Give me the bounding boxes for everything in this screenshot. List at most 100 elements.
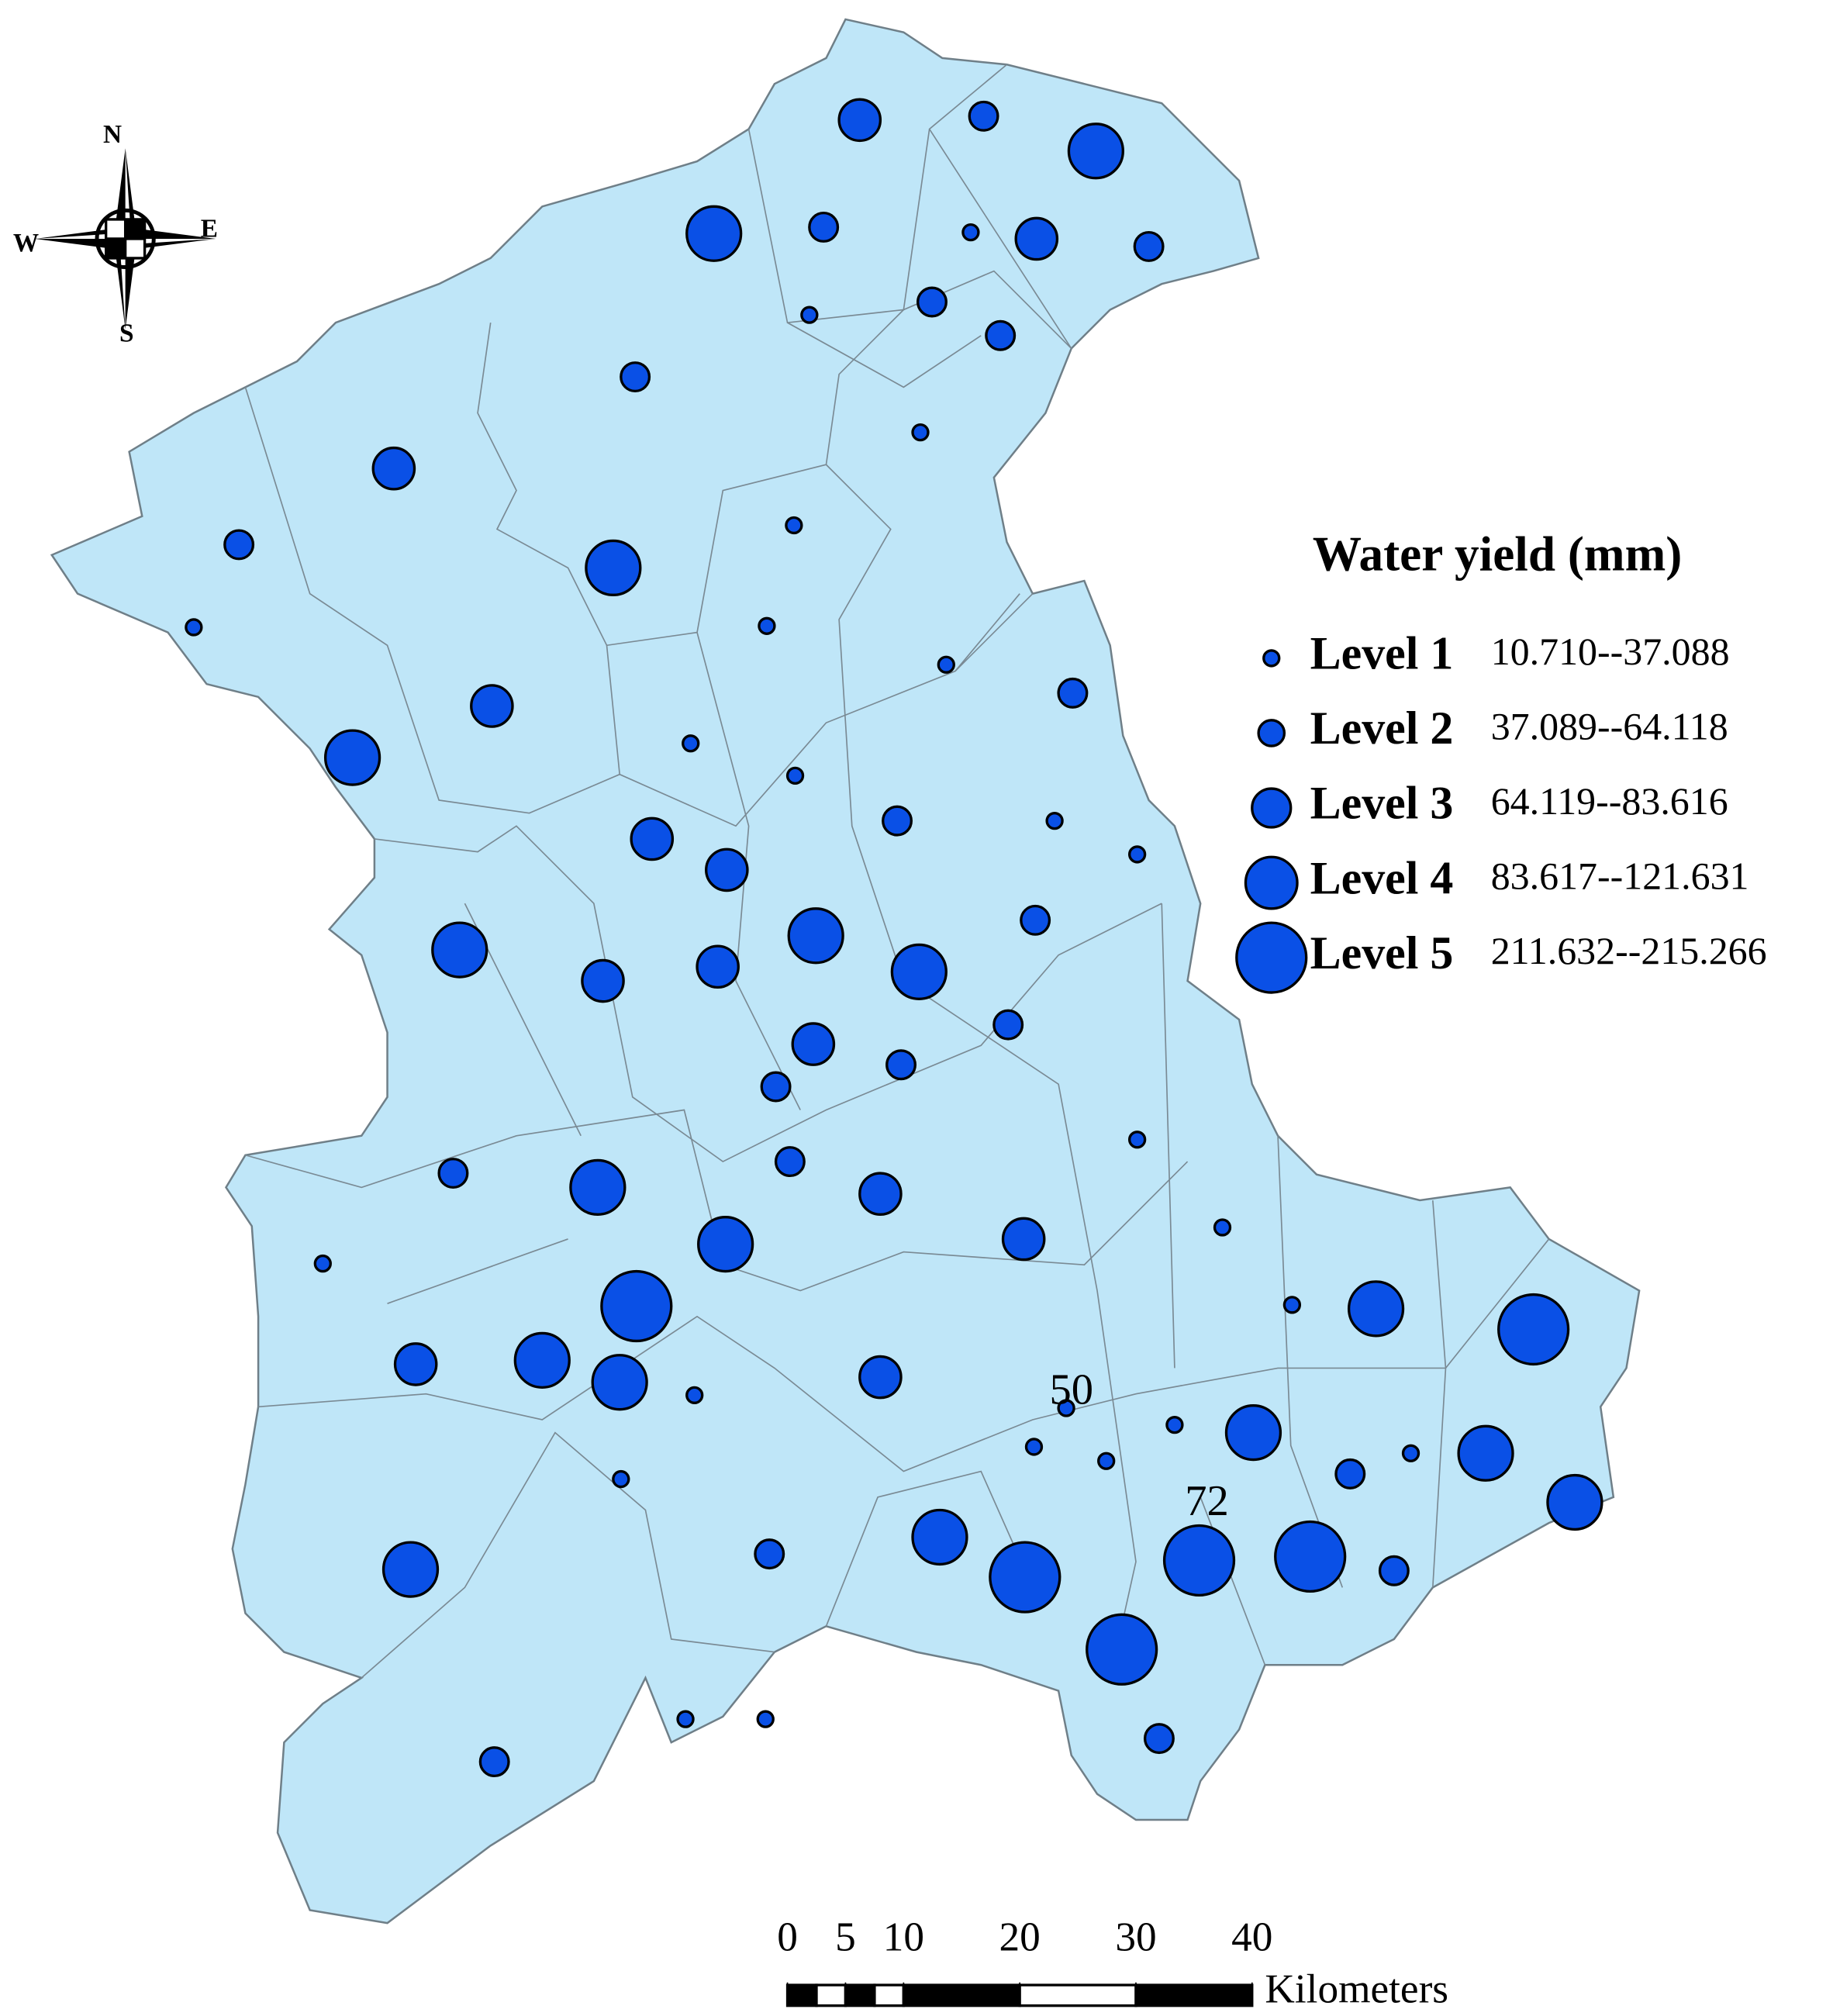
station-marker xyxy=(787,907,844,965)
station-marker xyxy=(581,958,625,1003)
station-marker xyxy=(513,1331,571,1389)
compass-w: W xyxy=(13,229,39,257)
compass xyxy=(35,148,216,330)
legend-range: 83.617--121.631 xyxy=(1491,855,1749,898)
station-marker xyxy=(754,1538,785,1570)
station-marker xyxy=(911,1508,968,1566)
station-marker xyxy=(478,1746,510,1778)
station-marker xyxy=(381,1541,440,1598)
legend-symbol xyxy=(1244,855,1299,910)
station-marker xyxy=(1334,1458,1366,1490)
scale-tick-label: 40 xyxy=(1231,1914,1272,1960)
legend-title: Water yield (mm) xyxy=(1313,526,1683,581)
station-marker xyxy=(800,306,819,324)
station-marker xyxy=(223,529,255,561)
station-marker xyxy=(756,1710,775,1728)
scale-tick-label: 5 xyxy=(835,1914,856,1960)
legend-range: 211.632--215.266 xyxy=(1491,930,1767,972)
station-marker xyxy=(1213,1218,1232,1237)
legend-level: Level 5 xyxy=(1310,927,1454,979)
station-marker xyxy=(630,816,675,861)
station-marker xyxy=(758,616,776,635)
legend-level: Level 4 xyxy=(1310,852,1454,903)
legend-symbol xyxy=(1235,921,1308,994)
station-marker xyxy=(620,361,651,393)
station-marker xyxy=(858,1172,903,1216)
scale-segment xyxy=(815,1983,847,2007)
annotation: 50 xyxy=(1049,1366,1093,1414)
legend-range: 10.710--37.088 xyxy=(1491,630,1730,673)
station-marker xyxy=(1001,1217,1046,1262)
station-marker xyxy=(885,1049,917,1081)
station-marker xyxy=(882,805,913,837)
scale-segment xyxy=(902,1983,1021,2007)
station-marker xyxy=(1165,1415,1184,1434)
scale-tick-label: 10 xyxy=(883,1914,924,1960)
station-marker xyxy=(961,223,980,242)
stations xyxy=(185,98,1603,1778)
station-marker xyxy=(791,1022,836,1066)
station-marker xyxy=(858,1355,903,1400)
station-marker xyxy=(785,766,805,785)
station-marker xyxy=(437,1158,469,1189)
station-marker xyxy=(676,1710,695,1728)
legend: Level 1 10.710--37.088 Level 2 37.089--64.1… xyxy=(1235,628,1767,994)
station-marker xyxy=(696,944,740,989)
legend-level: Level 3 xyxy=(1310,778,1454,829)
station-marker xyxy=(1282,1296,1302,1314)
station-marker xyxy=(937,655,955,674)
station-marker xyxy=(585,539,642,597)
station-marker xyxy=(705,847,749,892)
compass-s: S xyxy=(119,319,134,347)
station-marker xyxy=(968,100,999,132)
station-marker xyxy=(591,1354,648,1411)
station-marker xyxy=(185,618,203,637)
station-marker xyxy=(992,1009,1024,1041)
station-marker xyxy=(1133,230,1165,262)
station-marker xyxy=(916,286,948,318)
legend-level: Level 1 xyxy=(1310,628,1454,679)
compass-n: N xyxy=(103,120,122,149)
scale-tick-label: 20 xyxy=(999,1914,1041,1960)
station-marker xyxy=(985,319,1017,351)
station-marker xyxy=(313,1254,332,1273)
station-marker xyxy=(600,1269,673,1343)
station-marker xyxy=(760,1071,792,1103)
station-marker xyxy=(911,423,930,442)
scale-segment xyxy=(1134,1983,1254,2007)
station-marker xyxy=(1274,1520,1347,1593)
station-marker xyxy=(890,943,948,1001)
station-marker xyxy=(1162,1524,1236,1597)
station-marker xyxy=(1497,1293,1570,1366)
station-marker xyxy=(1097,1452,1116,1470)
sub-basin-boundaries xyxy=(244,64,1550,1679)
compass-center-dark xyxy=(105,219,145,258)
scale-tick-label: 30 xyxy=(1115,1914,1156,1960)
station-marker xyxy=(1127,845,1147,864)
scale-unit: Kilometers xyxy=(1265,1966,1448,2011)
annotation: 72 xyxy=(1185,1477,1229,1525)
scale-segment xyxy=(1018,1983,1137,2007)
station-marker xyxy=(1127,1131,1147,1149)
legend-range: 37.089--64.118 xyxy=(1491,706,1728,748)
legend-symbol xyxy=(1251,787,1293,829)
compass-e: E xyxy=(201,215,218,243)
station-marker xyxy=(989,1541,1061,1614)
station-marker xyxy=(431,921,488,979)
station-marker xyxy=(685,1386,704,1405)
station-marker xyxy=(685,205,743,262)
station-marker xyxy=(1086,1613,1158,1686)
station-marker xyxy=(837,98,882,143)
station-marker xyxy=(1067,123,1124,180)
station-marker xyxy=(1020,904,1051,936)
legend-level: Level 2 xyxy=(1310,702,1454,754)
station-marker xyxy=(1224,1404,1282,1462)
station-marker xyxy=(682,734,700,753)
compass-needle-light xyxy=(35,148,216,330)
station-marker xyxy=(1401,1444,1420,1462)
scale-segment xyxy=(873,1983,906,2007)
scale-segment xyxy=(785,1983,818,2007)
station-marker xyxy=(1057,1399,1075,1417)
